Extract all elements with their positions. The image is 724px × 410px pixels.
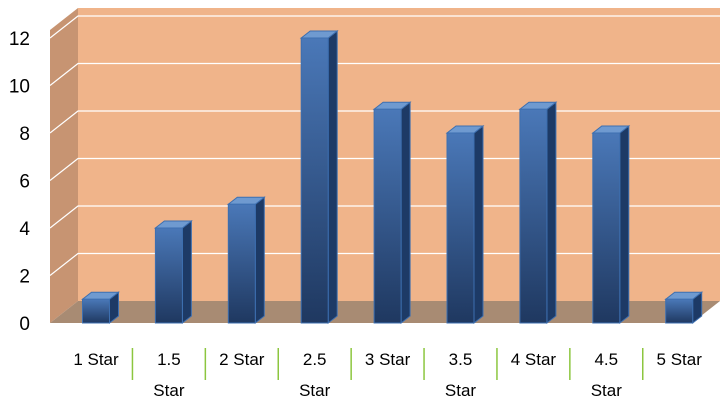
- bar-front: [227, 203, 256, 324]
- bar-front: [665, 298, 694, 324]
- y-tick-label: 10: [9, 77, 30, 98]
- gridline: [49, 62, 720, 86]
- bar-side: [546, 101, 557, 325]
- gridline: [49, 252, 720, 276]
- x-category-label: Star: [591, 381, 623, 400]
- bar: [445, 124, 485, 325]
- bar-side: [181, 219, 192, 325]
- bar: [372, 101, 412, 325]
- gridline: [49, 205, 720, 229]
- x-category-label: Star: [445, 381, 477, 400]
- bar-front: [519, 108, 548, 324]
- x-category-label: Star: [299, 381, 331, 400]
- bar: [81, 291, 120, 325]
- bar: [518, 101, 558, 325]
- x-category-label: 1 Star: [73, 350, 119, 369]
- x-category-label: Star: [153, 381, 185, 400]
- bar-front: [300, 37, 329, 324]
- y-axis: 0 2 4 6 8 10 12: [9, 29, 31, 335]
- gridlines: [49, 15, 720, 276]
- bar-front: [82, 298, 110, 324]
- chart-side-wall: [50, 8, 78, 323]
- bar-side: [473, 124, 484, 325]
- x-category-label: 2.5: [303, 350, 327, 369]
- x-category-label: 2 Star: [219, 350, 265, 369]
- bar-front: [446, 132, 475, 324]
- y-tick-label: 2: [19, 267, 30, 288]
- x-category-label: 4.5: [594, 350, 618, 369]
- bar-side: [254, 196, 265, 325]
- gridline: [49, 110, 720, 134]
- bars: [81, 29, 704, 325]
- bar-side: [619, 124, 630, 325]
- bar: [591, 124, 631, 325]
- y-tick-label: 6: [19, 172, 30, 193]
- y-tick-label: 4: [19, 219, 30, 240]
- x-category-label: 4 Star: [511, 350, 557, 369]
- bar: [153, 219, 193, 325]
- x-category-label: 3.5: [449, 350, 473, 369]
- y-tick-label: 0: [19, 314, 30, 335]
- gridline: [49, 157, 720, 181]
- bar-front: [154, 227, 183, 324]
- bar: [226, 196, 266, 325]
- x-category-label: 5 Star: [657, 350, 703, 369]
- bar-side: [327, 29, 338, 325]
- bar: [299, 29, 339, 325]
- x-axis: 1 Star 1.5 Star 2 Star 2.5 Star 3 Star 3.5 Star 4…: [73, 348, 702, 400]
- y-tick-label: 8: [19, 124, 30, 145]
- x-category-label: 1.5: [157, 350, 181, 369]
- bar: [664, 291, 704, 325]
- bar-front: [592, 132, 621, 324]
- bar-side: [400, 101, 411, 325]
- x-category-label: 3 Star: [365, 350, 411, 369]
- gridline: [49, 15, 720, 39]
- bar-front: [373, 108, 402, 324]
- y-tick-label: 12: [9, 29, 30, 50]
